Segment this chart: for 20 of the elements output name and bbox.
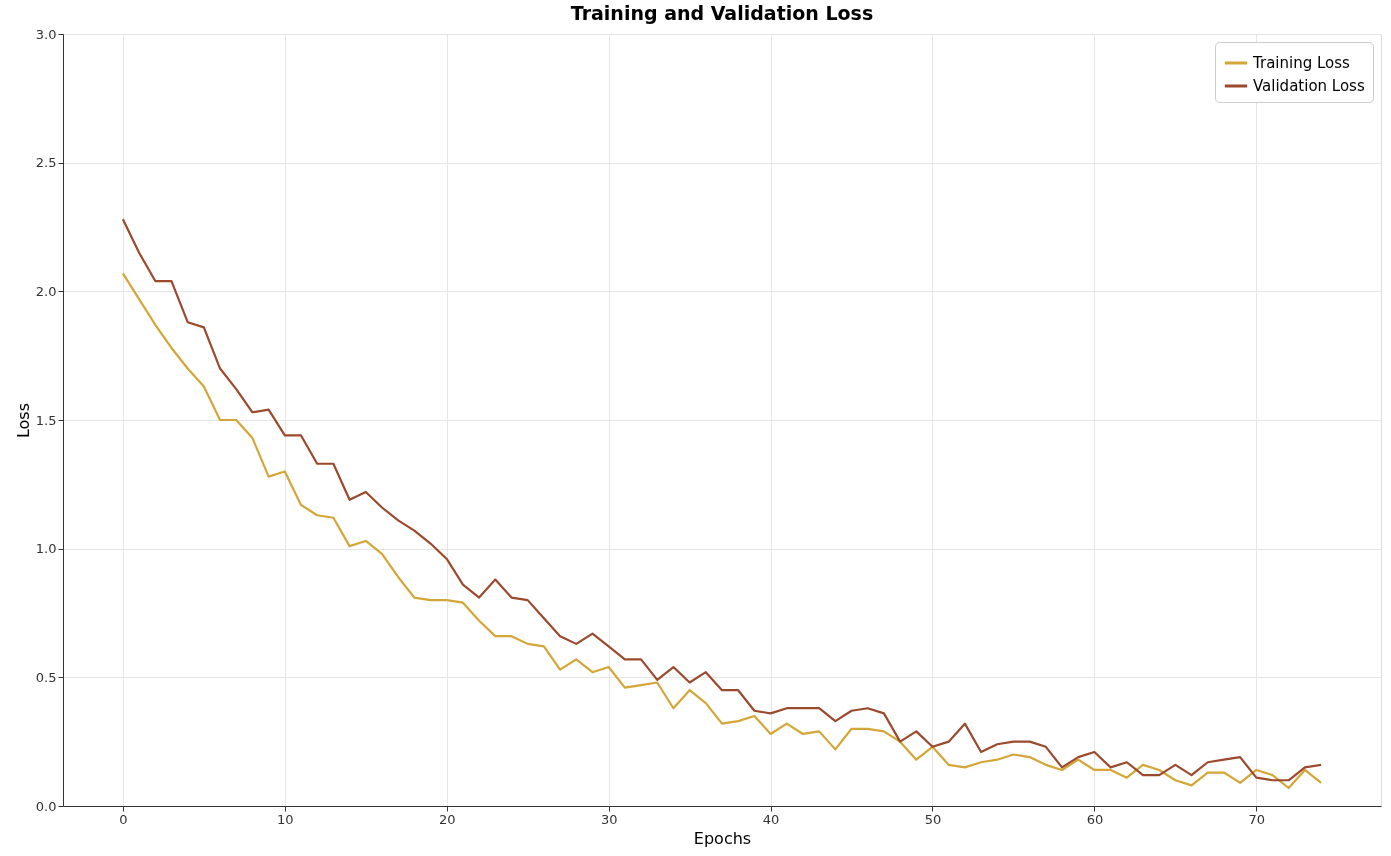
x-tick-label: 50 (924, 811, 942, 827)
y-tick-label: 1.5 (35, 412, 57, 428)
x-tick-label: 0 (119, 811, 128, 827)
x-tick-label: 10 (277, 811, 294, 827)
y-tick-label: 0.0 (35, 798, 57, 814)
legend-label: Validation Loss (1253, 77, 1365, 95)
x-axis-title: Epochs (693, 828, 752, 848)
y-tick-label: 2.0 (35, 283, 57, 299)
y-tick-label: 3.0 (35, 26, 57, 42)
x-tick-label: 30 (600, 811, 618, 827)
y-axis-title: Loss (13, 402, 33, 439)
y-tick-label: 1.0 (35, 541, 57, 557)
legend-label: Training Loss (1252, 54, 1351, 72)
x-tick-label: 20 (438, 811, 456, 827)
x-tick-label: 70 (1248, 811, 1266, 827)
x-tick-label: 40 (762, 811, 780, 827)
y-tick-label: 2.5 (35, 155, 57, 171)
x-tick-label: 60 (1086, 811, 1104, 827)
chart-title: Training and Validation Loss (570, 2, 874, 24)
y-tick-label: 0.5 (35, 669, 57, 685)
